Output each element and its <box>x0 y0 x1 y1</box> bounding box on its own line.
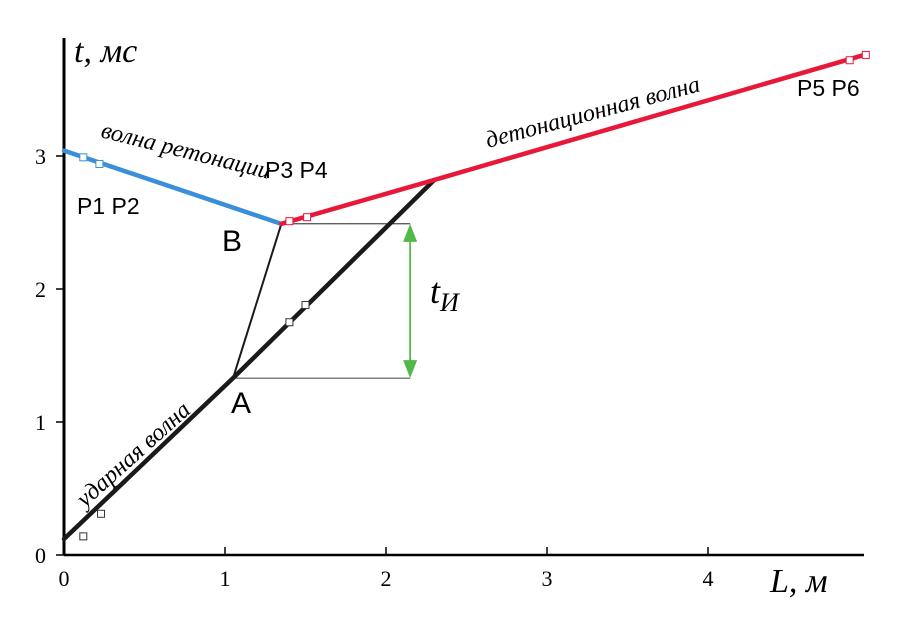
series-lines <box>61 52 867 542</box>
x-tick-label: 0 <box>59 566 70 591</box>
sensor-marker <box>285 318 294 327</box>
induction-arrow-head-top <box>403 223 418 242</box>
x-axis-title: L, м <box>769 563 828 600</box>
transition-line <box>232 223 283 379</box>
induction-arrow-head-bottom <box>403 360 418 379</box>
p3-p4-label: P3 P4 <box>265 157 328 183</box>
sensor-marker <box>861 50 870 59</box>
induction-time-subscript: И <box>439 288 460 317</box>
x-tick-label: 1 <box>220 566 231 591</box>
induction-time-label: tИ <box>430 271 460 317</box>
sensor-marker <box>301 300 310 309</box>
point-b-label: B <box>222 225 242 258</box>
sensor-marker <box>97 509 106 518</box>
shock-wave-line <box>61 177 437 542</box>
shock-wave-label: ударная волна <box>70 397 196 514</box>
y-tick-label: 0 <box>35 543 46 568</box>
point-a-label: A <box>231 387 251 420</box>
induction-time-symbol: t <box>430 271 441 311</box>
y-tick-label: 1 <box>35 410 46 435</box>
y-tick-label: 2 <box>35 277 46 302</box>
x-tick-label: 4 <box>703 566 714 591</box>
y-tick-label: 3 <box>35 144 46 169</box>
sensor-marker <box>303 213 312 222</box>
helper-lines <box>233 223 418 379</box>
sensor-markers <box>79 50 870 541</box>
detonation-wave-line <box>279 52 867 227</box>
sensor-marker <box>95 159 104 168</box>
p1-p2-label: P1 P2 <box>77 193 140 219</box>
ticks: 0 1 2 3 4 0 1 2 3 <box>35 144 714 591</box>
p5-p6-label: P5 P6 <box>797 75 860 101</box>
y-axis-title: t, мс <box>74 33 137 70</box>
sensor-marker <box>79 153 88 162</box>
retonation-wave-label: волна ретонации <box>99 118 274 185</box>
axes <box>62 38 864 557</box>
x-tick-label: 3 <box>542 566 553 591</box>
sensor-marker <box>79 532 88 541</box>
sensor-marker <box>285 217 294 226</box>
sensor-marker <box>845 56 854 65</box>
x-tick-label: 2 <box>381 566 392 591</box>
